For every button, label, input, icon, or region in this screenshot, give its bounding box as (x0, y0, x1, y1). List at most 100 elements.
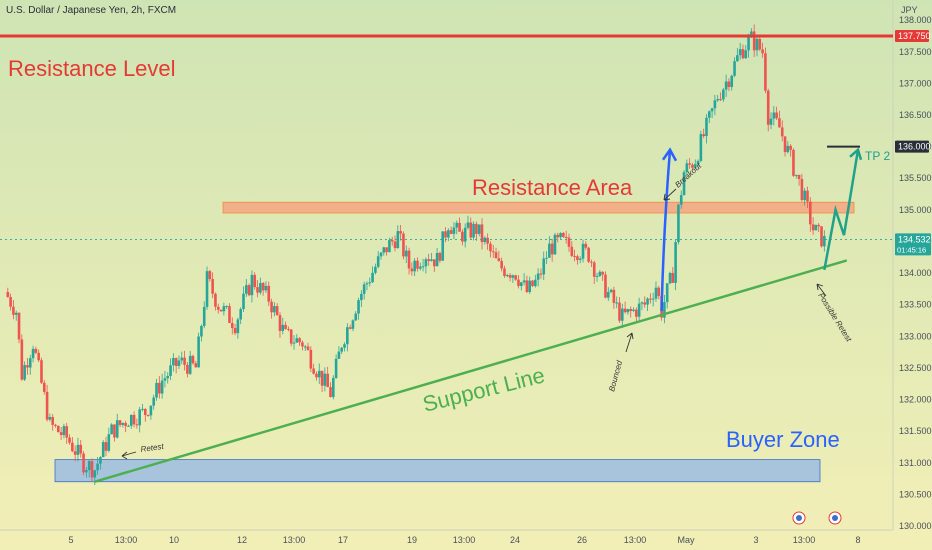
candle-body-182 (517, 279, 520, 287)
candle-body-5 (20, 339, 24, 380)
candle-body-85 (245, 285, 248, 294)
candle-body-221 (626, 309, 630, 313)
time-axis[interactable]: 5 13:00 10 12 13:00 17 19 13:00 24 26 13:00 May 3 13:… (0, 529, 893, 545)
candle-body-133 (379, 252, 383, 257)
candle-body-177 (503, 268, 506, 276)
candle-body-165 (469, 222, 473, 238)
candle-body-239 (677, 204, 680, 243)
candle-body-286 (808, 201, 812, 225)
candle-body-253 (716, 99, 720, 101)
candle-body-183 (519, 282, 523, 287)
candle-body-43 (127, 425, 130, 427)
candle-body-27 (82, 453, 85, 473)
candle-body-131 (374, 266, 377, 273)
candle-body-283 (800, 178, 804, 201)
candle-body-121 (346, 327, 349, 345)
support-line[interactable] (94, 259, 848, 483)
candle-body-209 (592, 262, 596, 277)
candle-body-170 (483, 237, 487, 243)
price-tick-0: 130.000 (899, 521, 932, 531)
candle-body-281 (794, 174, 798, 176)
candle-body-158 (449, 230, 453, 234)
candle-body-268 (758, 38, 762, 50)
price-tick-10: 135.000 (899, 205, 932, 215)
candle-body-120 (343, 344, 346, 348)
candle-body-263 (744, 50, 748, 59)
candle-body-127 (362, 284, 366, 294)
candle-body-154 (438, 252, 442, 261)
price-tick-6: 133.000 (899, 331, 932, 341)
resistance-area-rect[interactable] (222, 201, 855, 214)
candle-body-110 (315, 373, 318, 378)
candle-body-64 (186, 364, 189, 374)
candle-body-18 (57, 425, 60, 433)
candle-body-212 (601, 271, 604, 275)
candle-body-210 (595, 275, 599, 277)
candle-body-20 (62, 426, 66, 436)
candle-body-41 (121, 422, 125, 425)
candle-body-67 (194, 363, 198, 368)
candle-body-266 (752, 31, 756, 51)
candle-body-160 (455, 222, 459, 228)
candle-body-276 (780, 127, 784, 137)
candle-body-246 (696, 160, 700, 165)
candle-body-171 (486, 237, 489, 244)
candle-body-36 (107, 434, 111, 451)
candle-body-51 (149, 405, 153, 416)
candle-body-287 (811, 224, 815, 231)
candle-body-240 (679, 195, 683, 205)
candle-body-267 (755, 38, 759, 51)
candle-body-223 (632, 309, 635, 311)
candle-body-12 (40, 360, 43, 383)
candle-body-52 (152, 397, 156, 406)
symbol-title: U.S. Dollar / Japanese Yen, 2h, FXCM (6, 5, 176, 16)
candle-body-189 (536, 273, 540, 280)
candle-body-33 (99, 457, 102, 464)
candle-body-156 (444, 231, 447, 238)
candle-body-206 (584, 243, 588, 248)
candle-body-155 (441, 231, 445, 261)
candle-body-257 (727, 81, 731, 88)
candle-body-142 (404, 250, 408, 257)
candle-body-201 (570, 246, 574, 256)
candle-body-243 (688, 163, 691, 165)
candle-body-289 (817, 224, 821, 227)
candle-body-48 (141, 408, 144, 410)
candle-body-238 (674, 242, 677, 283)
candle-body-153 (435, 252, 439, 267)
candle-body-241 (682, 172, 686, 196)
candle-body-104 (298, 338, 301, 343)
candle-body-136 (388, 240, 391, 253)
event-flag-us-1[interactable] (792, 511, 806, 525)
candle-body-178 (505, 275, 509, 277)
candle-body-215 (609, 289, 613, 293)
candle-body-26 (79, 444, 83, 454)
projection-path[interactable] (823, 149, 860, 271)
candle-body-91 (261, 283, 265, 291)
breakout-note-arrow (663, 188, 677, 201)
candle-body-188 (534, 279, 537, 287)
breakout-arrow[interactable] (660, 149, 672, 312)
candle-body-72 (208, 271, 212, 280)
candle-body-107 (306, 346, 310, 350)
candle-body-89 (256, 287, 259, 293)
candle-body-71 (205, 271, 209, 307)
buyer-zone-rect[interactable] (54, 459, 821, 483)
candle-body-278 (786, 145, 790, 153)
candle-body-54 (158, 382, 161, 394)
candle-body-144 (410, 268, 414, 272)
candle-body-200 (567, 237, 571, 247)
candle-body-202 (573, 255, 576, 257)
candle-body-230 (651, 298, 655, 300)
candle-body-288 (814, 224, 818, 231)
candle-body-249 (705, 117, 708, 137)
event-flag-us-2[interactable] (828, 511, 842, 525)
time-tick-12: 3 (753, 535, 758, 545)
candle-body-94 (270, 301, 273, 313)
candle-body-99 (284, 324, 287, 329)
price-tick-5: 132.500 (899, 363, 932, 373)
candle-body-2 (12, 306, 15, 315)
buyer-zone-label: Buyer Zone (726, 427, 840, 452)
